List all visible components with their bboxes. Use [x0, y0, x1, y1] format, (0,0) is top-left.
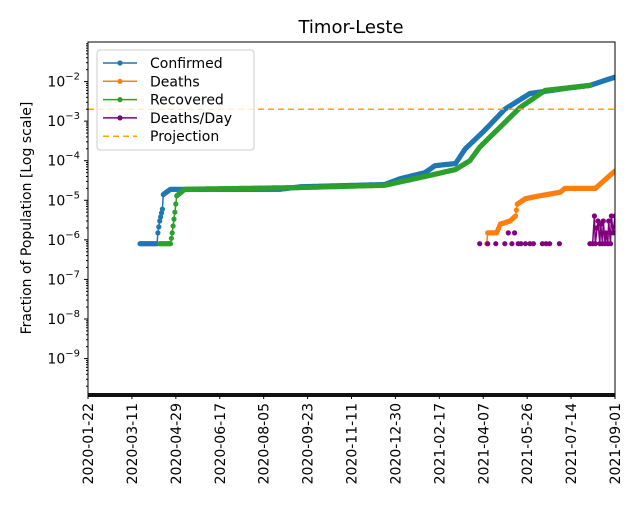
- legend-marker-deaths: [117, 78, 123, 84]
- x-tick-label: 2021-05-26: [520, 403, 536, 484]
- deaths-day-point: [539, 241, 546, 247]
- x-tick-label: 2020-04-29: [169, 403, 185, 484]
- deaths-day-point: [607, 241, 614, 247]
- recovered-point: [168, 235, 174, 241]
- x-tick-label: 2020-08-05: [257, 403, 273, 484]
- deaths-day-point: [530, 241, 537, 247]
- deaths-day-point: [543, 241, 549, 247]
- y-tick-label: 10−3: [47, 111, 80, 130]
- legend: Confirmed Deaths Recovered Deaths/Day Projec…: [96, 49, 255, 151]
- y-tick-label: 10−7: [47, 269, 80, 288]
- recovered-point: [170, 223, 176, 229]
- confirmed-point: [158, 210, 165, 216]
- deaths-day-point: [556, 241, 563, 247]
- deaths-day-point: [606, 218, 612, 224]
- deaths-day-point: [592, 241, 598, 247]
- x-tick-label: 2020-01-22: [81, 403, 97, 484]
- y-tick-label: 10−8: [47, 309, 80, 328]
- legend-label-recovered: Recovered: [150, 93, 224, 109]
- confirmed-point: [612, 74, 615, 80]
- deaths-day-point: [608, 213, 615, 219]
- deaths-day-point: [518, 241, 524, 247]
- plot-area: [87, 41, 616, 397]
- recovered-point: [172, 209, 178, 215]
- legend-label-deaths-day: Deaths/Day: [150, 111, 232, 127]
- deaths-day-point: [522, 241, 529, 247]
- deaths-day-point: [610, 230, 615, 236]
- y-axis: 10−2 10−3 10−4 10−5 10−6 10−7 10−8 10−9: [47, 43, 88, 387]
- deaths-day-point: [477, 241, 483, 247]
- deaths-day-point: [612, 213, 615, 219]
- confirmed-point: [155, 230, 161, 236]
- x-axis: 2020-01-22 2020-03-11 2020-04-29 2020-06-17…: [81, 395, 624, 484]
- recovered-point: [167, 241, 174, 247]
- recovered-point: [173, 201, 179, 207]
- deaths-day-point: [591, 213, 598, 219]
- x-tick-label: 2020-11-11: [345, 403, 361, 484]
- y-tick-label: 10−2: [47, 72, 80, 91]
- legend-marker-recovered: [117, 97, 123, 103]
- x-tick-label: 2020-09-23: [301, 403, 317, 484]
- deaths-day-line: [589, 215, 615, 245]
- deaths-point: [512, 213, 519, 219]
- confirmed-point: [156, 224, 162, 230]
- deaths-day-point: [485, 241, 491, 247]
- x-tick-label: 2021-02-17: [432, 403, 448, 484]
- confirmed-point: [157, 218, 163, 224]
- recovered-point: [587, 82, 593, 88]
- legend-label-projection: Projection: [150, 129, 219, 145]
- confirmed-point: [159, 206, 165, 212]
- x-tick-label: 2020-06-17: [213, 403, 229, 484]
- x-tick-label: 2021-04-07: [476, 403, 492, 484]
- legend-marker-deaths-day: [117, 115, 123, 121]
- x-tick-label: 2021-09-01: [608, 403, 624, 484]
- deaths-point: [513, 207, 520, 213]
- deaths-day-point: [603, 230, 609, 236]
- legend-label-deaths: Deaths: [150, 74, 200, 90]
- deaths-day-point: [547, 241, 553, 247]
- deaths-point: [612, 168, 615, 174]
- deaths-day-point: [505, 230, 511, 236]
- chart-title: Timor-Leste: [297, 17, 403, 38]
- y-tick-label: 10−5: [47, 190, 80, 209]
- legend-marker-confirmed: [117, 60, 123, 66]
- recovered-point: [171, 216, 177, 222]
- deaths-day-point: [511, 230, 518, 236]
- y-tick-label: 10−4: [47, 151, 80, 170]
- y-tick-label: 10−9: [47, 349, 80, 368]
- x-tick-label: 2020-03-11: [125, 403, 141, 484]
- deaths-day-point: [600, 218, 606, 224]
- legend-label-confirmed: Confirmed: [150, 56, 223, 72]
- recovered-point: [169, 230, 175, 236]
- deaths-day-point: [509, 241, 515, 247]
- deaths-day-point: [502, 241, 508, 247]
- x-tick-label: 2020-12-30: [388, 403, 404, 484]
- series-group: [88, 74, 615, 247]
- legend-box: [96, 49, 255, 151]
- deaths-day-point: [493, 241, 499, 247]
- confirmed-point: [158, 214, 164, 220]
- x-tick-label: 2021-07-14: [564, 403, 580, 484]
- y-tick-label: 10−6: [47, 230, 80, 249]
- y-axis-label: Fraction of Population [Log scale]: [19, 102, 35, 335]
- deaths-day-point: [594, 225, 600, 231]
